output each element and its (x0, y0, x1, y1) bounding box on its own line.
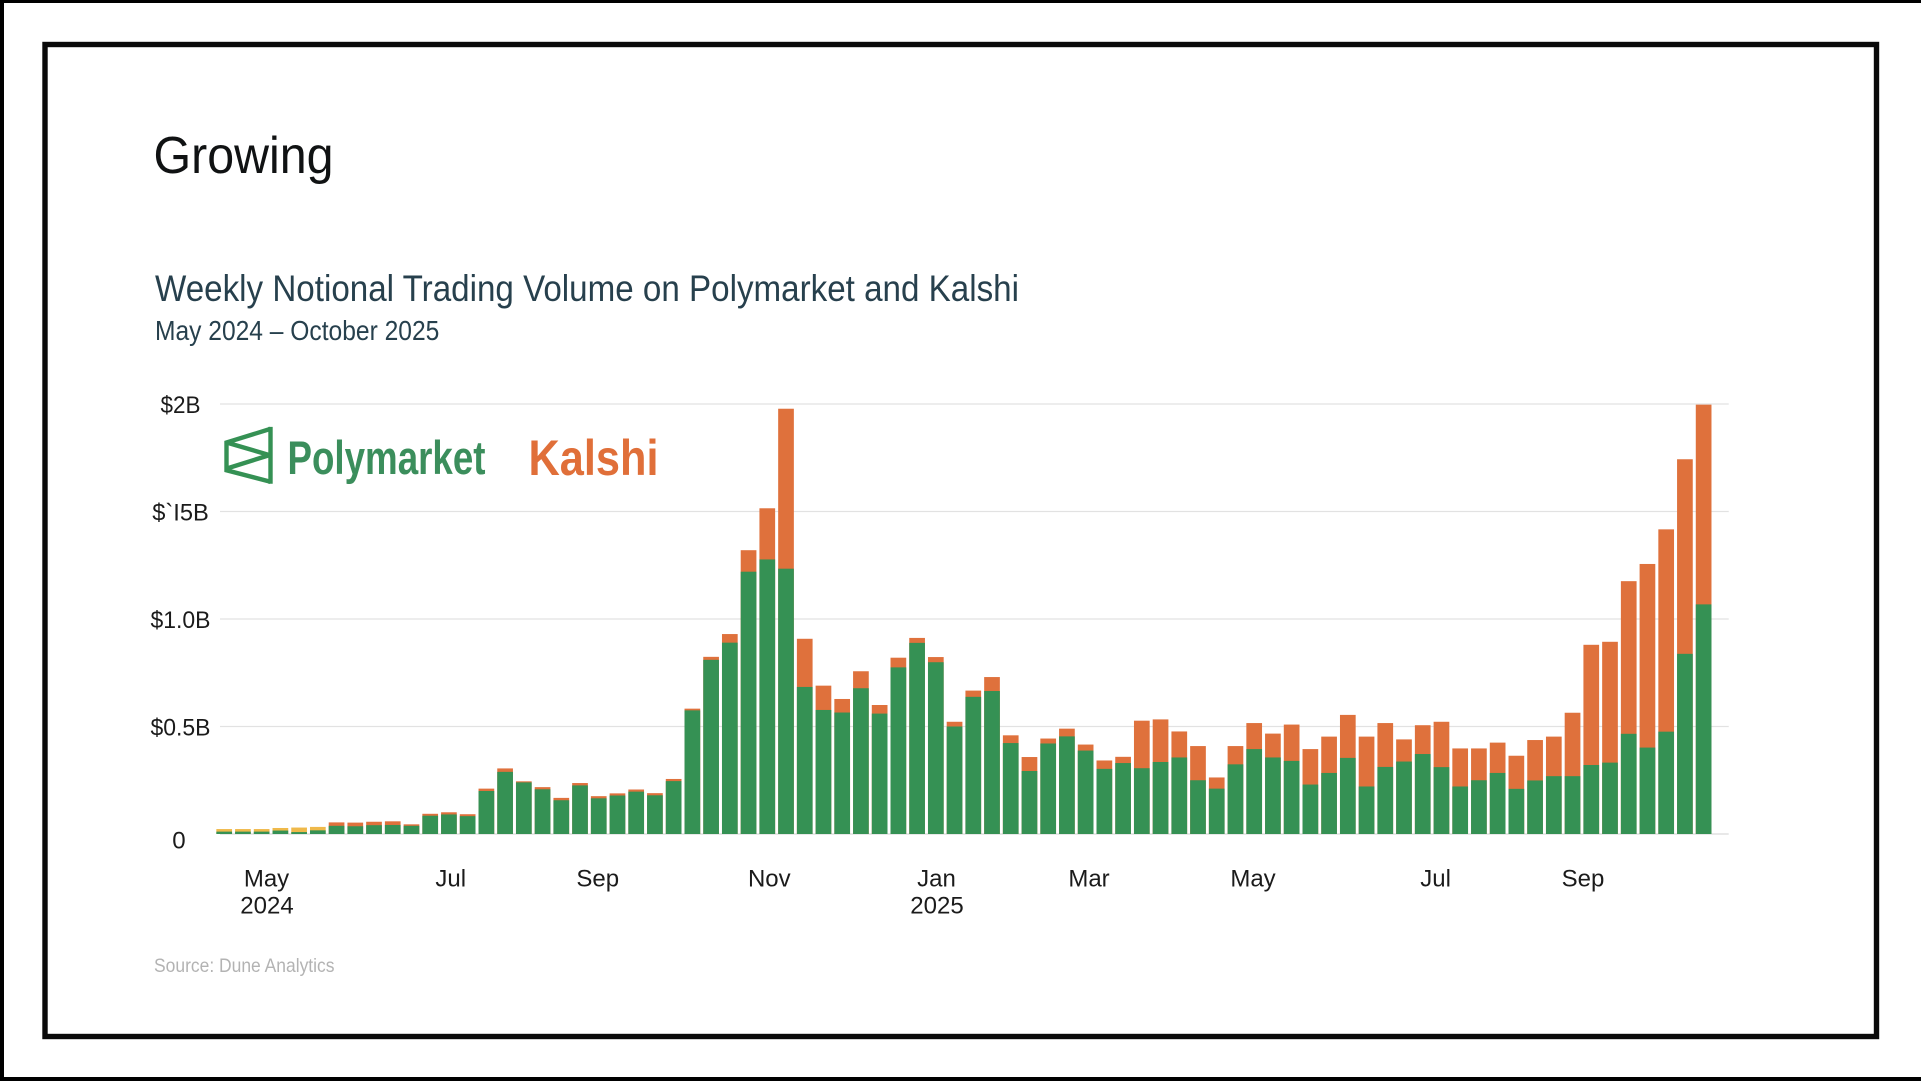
svg-text:Source: Dune Analytics: Source: Dune Analytics (154, 955, 335, 977)
svg-text:May: May (244, 866, 289, 893)
svg-text:$0.5B: $0.5B (151, 714, 211, 741)
svg-text:Jan: Jan (917, 866, 956, 893)
svg-text:May: May (1230, 866, 1275, 893)
svg-text:Kalshi: Kalshi (529, 429, 659, 486)
svg-text:$1.0B: $1.0B (151, 607, 211, 634)
svg-text:Mar: Mar (1068, 866, 1109, 893)
svg-text:2025: 2025 (910, 893, 963, 920)
svg-text:$2B: $2B (161, 392, 201, 419)
svg-text:Sep: Sep (576, 866, 619, 893)
svg-text:2024: 2024 (240, 893, 293, 920)
svg-text:Polymarket: Polymarket (288, 431, 486, 484)
svg-text:Nov: Nov (748, 866, 791, 893)
svg-text:Jul: Jul (1420, 866, 1451, 893)
svg-text:0: 0 (172, 827, 185, 854)
svg-text:May 2024 – October 2025: May 2024 – October 2025 (155, 315, 439, 346)
svg-text:$`I5B: $`I5B (152, 499, 209, 526)
svg-text:Weekly Notional Trading Volume: Weekly Notional Trading Volume on Polyma… (155, 267, 1019, 309)
svg-text:Growing: Growing (154, 127, 334, 185)
svg-text:Jul: Jul (435, 866, 466, 893)
svg-text:Sep: Sep (1562, 866, 1605, 893)
